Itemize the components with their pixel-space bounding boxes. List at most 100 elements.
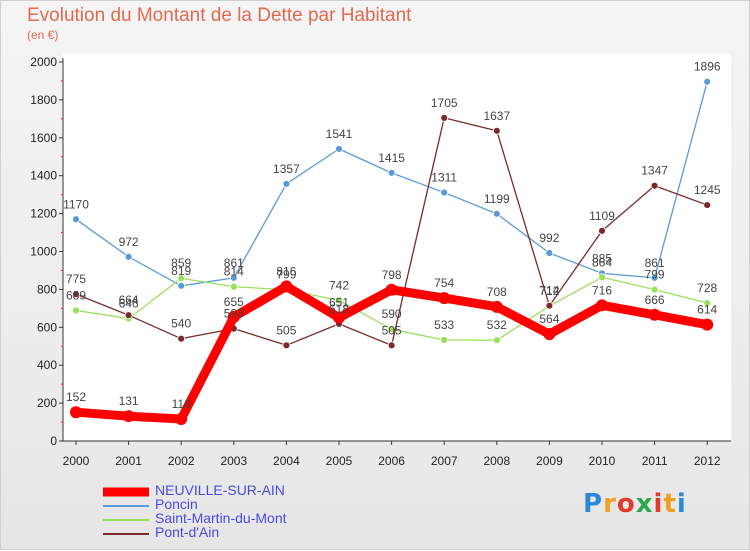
data-label: 564 — [539, 312, 559, 326]
data-label: 532 — [487, 318, 507, 332]
legend-swatch-pont-d-ain — [103, 533, 149, 535]
data-point — [229, 273, 238, 282]
y-tick-label: 1400 — [30, 169, 57, 183]
data-point — [701, 318, 714, 331]
data-label: 1357 — [273, 162, 300, 176]
legend-label-saint-martin: Saint-Martin-du-Mont — [155, 510, 287, 526]
data-label: 1347 — [641, 164, 668, 178]
data-label: 689 — [66, 288, 86, 302]
logo-letter: P — [583, 489, 604, 519]
data-label: 798 — [382, 268, 402, 282]
data-point — [227, 310, 240, 323]
y-tick-label: 600 — [37, 320, 57, 334]
data-point — [545, 301, 554, 310]
data-point — [385, 283, 398, 296]
data-point — [440, 188, 449, 197]
data-label: 885 — [592, 251, 612, 265]
data-point — [543, 328, 556, 341]
data-label: 1311 — [431, 171, 457, 185]
data-point — [282, 341, 291, 350]
proxiti-logo: Proxiti — [583, 489, 687, 519]
data-label: 728 — [697, 281, 717, 295]
data-label: 593 — [224, 307, 244, 321]
legend-swatch-saint-martin — [103, 519, 149, 521]
x-tick-label: 2002 — [168, 454, 195, 468]
data-point — [282, 179, 291, 188]
data-label: 708 — [487, 285, 507, 299]
data-point — [648, 308, 661, 321]
legend-swatch-neuville — [103, 487, 149, 497]
data-label: 742 — [329, 278, 349, 292]
data-point — [177, 274, 186, 283]
x-tick-label: 2003 — [220, 454, 247, 468]
data-point — [387, 341, 396, 350]
logo-letter: x — [635, 489, 654, 519]
data-label: 819 — [171, 264, 191, 278]
x-tick-label: 2000 — [63, 454, 90, 468]
data-label: 533 — [434, 318, 454, 332]
data-point — [598, 226, 606, 235]
data-label: 861 — [645, 256, 665, 270]
x-tick-label: 2005 — [326, 454, 353, 468]
data-label: 590 — [382, 307, 402, 321]
data-label: 775 — [66, 272, 86, 286]
data-label: 152 — [66, 390, 86, 404]
logo-letter: i — [653, 489, 664, 519]
chart-subtitle: (en €) — [27, 28, 59, 42]
legend-label-poncin: Poncin — [155, 496, 198, 512]
data-label: 505 — [382, 323, 402, 337]
y-tick-label: 0 — [50, 434, 57, 448]
data-label: 859 — [171, 256, 191, 270]
data-point — [490, 300, 503, 313]
data-point — [177, 334, 186, 343]
data-point — [650, 285, 659, 294]
x-tick-label: 2004 — [273, 454, 300, 468]
data-label: 540 — [171, 317, 191, 331]
data-label: 1896 — [694, 60, 721, 74]
data-label: 618 — [329, 302, 349, 316]
logo-letter: i — [676, 489, 687, 519]
data-label: 505 — [276, 323, 296, 337]
data-point — [229, 282, 238, 291]
data-label: 799 — [276, 268, 296, 282]
data-point — [124, 252, 133, 261]
data-point — [177, 281, 186, 290]
y-tick-label: 400 — [37, 358, 57, 372]
data-label: 655 — [224, 295, 244, 309]
data-point — [703, 299, 712, 307]
chart-title: Evolution du Montant de la Dette par Hab… — [27, 5, 412, 26]
data-label: 1199 — [484, 192, 510, 206]
y-tick-label: 1800 — [30, 93, 57, 107]
data-point — [492, 336, 501, 345]
y-tick-label: 2000 — [30, 55, 57, 69]
data-label: 1245 — [694, 183, 721, 197]
data-point — [72, 306, 80, 315]
x-tick-label: 2007 — [431, 454, 458, 468]
data-point — [492, 126, 501, 135]
data-label: 1415 — [378, 151, 405, 165]
data-point — [650, 181, 659, 190]
data-point — [72, 215, 80, 224]
y-tick-label: 1600 — [30, 131, 57, 145]
x-tick-label: 2008 — [483, 454, 510, 468]
data-label: 972 — [119, 235, 139, 249]
data-label: 651 — [329, 296, 349, 310]
data-point — [335, 145, 343, 153]
data-point — [333, 311, 345, 324]
data-label: 1637 — [483, 109, 510, 123]
data-label: 614 — [697, 303, 717, 317]
x-tick-label: 2012 — [694, 454, 721, 468]
data-label: 754 — [434, 276, 454, 290]
data-point — [387, 168, 396, 177]
legend-label-pont-d-ain: Pont-d'Ain — [155, 524, 220, 540]
data-point — [492, 209, 501, 218]
x-tick-label: 2006 — [378, 454, 405, 468]
data-point — [122, 410, 135, 423]
data-point — [335, 296, 343, 305]
data-point — [703, 77, 712, 86]
data-label: 116 — [172, 397, 191, 411]
data-point — [124, 311, 133, 320]
data-label: 1170 — [63, 197, 89, 211]
